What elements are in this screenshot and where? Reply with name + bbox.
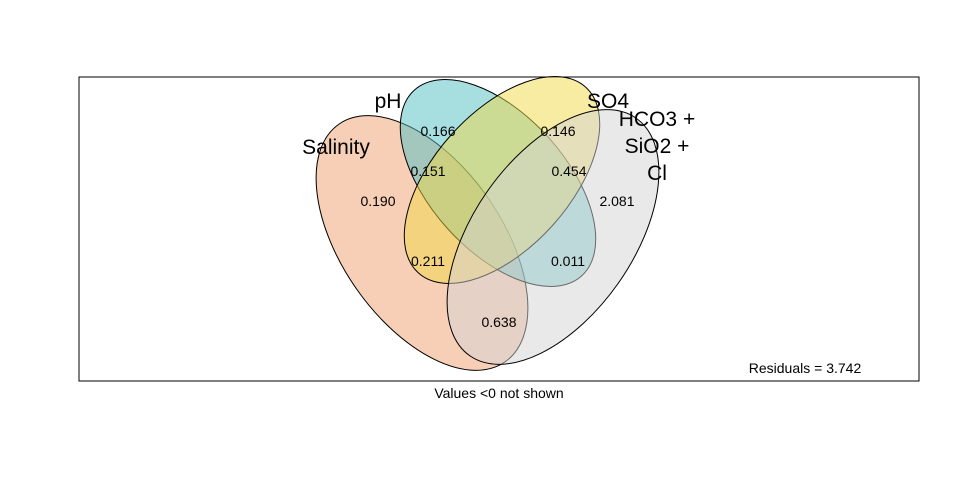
ellipse-hco3-sio2-cl [446,109,660,365]
region-value-salinity: 0.190 [360,193,395,209]
set-label-hco3-sio2-cl: HCO3 + SiO2 + Cl [619,108,695,185]
region-value-salinity-hco3-sio2-cl: 0.638 [481,314,516,330]
region-values: 0.190 0.166 0.146 2.081 0.151 0.454 0.211 0.011… [360,123,634,330]
region-value-so4: 0.146 [540,123,575,139]
region-value-ph: 0.166 [420,123,455,139]
region-value-salinity-so4: 0.211 [411,253,445,269]
set-ellipses [315,76,660,371]
region-value-so4-hco3-sio2-cl: 0.454 [551,163,586,179]
region-value-salinity-ph: 0.151 [410,163,445,179]
plot-frame [78,76,920,382]
set-label-so4: SO4 [587,90,629,113]
set-label-salinity: Salinity [302,136,370,159]
region-value-ph-hco3-sio2-cl: 0.011 [551,253,585,269]
footnote: Values <0 not shown [434,385,563,401]
set-label-ph: pH [375,90,402,113]
region-value-hco3-sio2-cl: 2.081 [599,193,634,209]
residuals-note: Residuals = 3.742 [749,360,862,376]
